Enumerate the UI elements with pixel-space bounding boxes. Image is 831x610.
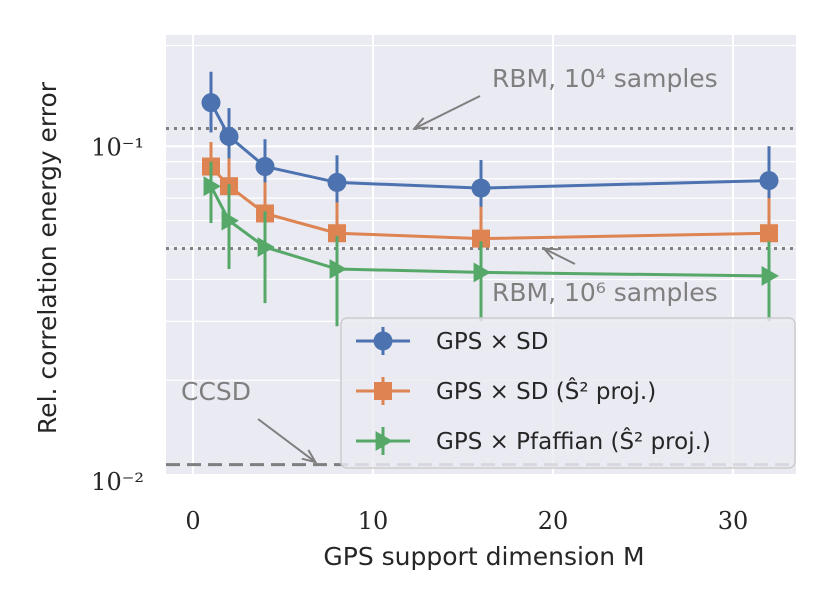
annotations: RBM, 10⁴ samples RBM, 10⁶ samples CCSD [181,64,718,464]
x-tick-label: 30 [718,507,749,535]
annotation-rbm4: RBM, 10⁴ samples [492,64,718,93]
x-tick-label: 10 [358,507,389,535]
data-point [760,224,778,243]
data-point [203,176,221,197]
legend-entry: GPS × SD (Ŝ² proj.) [436,377,656,405]
legend: GPS × SD GPS × SD (Ŝ² proj.) GPS × Pfaffia… [340,317,796,469]
annotation-ccsd: CCSD [181,377,251,406]
legend-marker [375,431,393,451]
annotation-arrow [257,418,316,463]
data-point [255,157,275,177]
annotation-arrow [413,95,481,130]
legend-marker [373,331,393,351]
legend-entry: GPS × Pfaffian (Ŝ² proj.) [436,427,711,455]
annotation-arrowhead [541,247,559,260]
data-point [221,210,239,231]
data-point [328,224,346,243]
series-group [201,71,779,327]
legend-box [340,317,796,469]
legend-entry: GPS × SD [436,329,549,355]
y-tick-label: 10⁻¹ [91,133,144,161]
y-tick-label: 10⁻² [91,468,144,496]
data-point [219,126,239,146]
tick-labels: 0 10 20 30 10⁻¹ 10⁻² [91,133,748,535]
data-point [329,259,347,279]
annotation-rbm6: RBM, 10⁶ samples [492,278,718,307]
x-axis-title: GPS support dimension M [323,542,644,571]
data-point [471,178,491,198]
data-point [257,237,275,257]
annotation-arrow [543,247,576,265]
annotation-arrowhead [301,449,318,464]
data-point [473,262,491,283]
data-point [761,266,779,286]
data-point [201,93,221,113]
annotation-arrowhead [412,117,429,130]
legend-marker [374,382,392,400]
x-tick-label: 20 [538,507,569,535]
series-3 [203,161,779,327]
y-axis-title: Rel. correlation energy error [33,81,62,434]
x-tick-label: 0 [185,507,200,535]
data-point [759,171,779,191]
data-point [472,229,490,248]
data-point [327,172,347,192]
